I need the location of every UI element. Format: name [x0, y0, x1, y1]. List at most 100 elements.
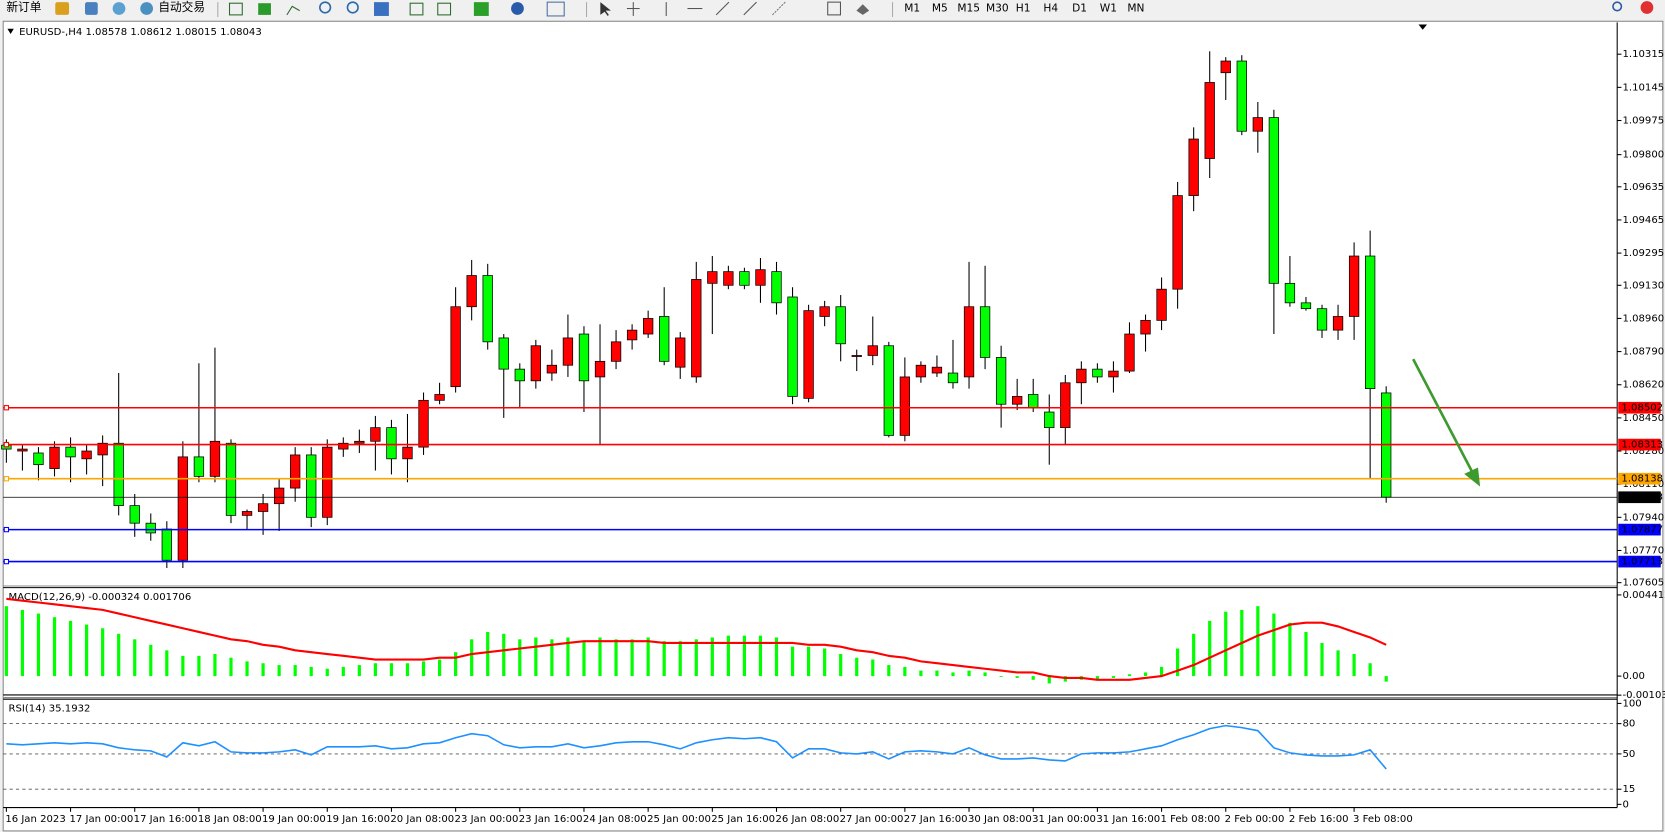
candle-body [963, 306, 975, 378]
rsi-title: RSI(14) 35.1932 [9, 704, 91, 715]
macd-bar [1208, 620, 1212, 677]
main-chart-title: EURUSD-,H4 1.08578 1.08612 1.08015 1.080… [19, 27, 262, 38]
candle-body [273, 487, 285, 505]
macd-bar [293, 665, 297, 677]
macd-bar [1320, 642, 1324, 677]
price-level-label: 1.07713 [1621, 557, 1663, 568]
macd-bar [534, 637, 538, 677]
candle-body [81, 450, 92, 460]
y-tick-label: 80 [1622, 719, 1635, 730]
y-tick-label: 15 [1622, 784, 1635, 795]
macd-bar [309, 666, 313, 677]
y-tick-label: 1.08110 [1622, 479, 1664, 490]
candle-body [819, 306, 830, 317]
channel-tool[interactable] [743, 1, 757, 16]
x-tick-label: 16 Jan 2023 [5, 814, 65, 825]
price-level-handle [3, 558, 10, 565]
notifications[interactable] [1640, 1, 1654, 14]
trendline-tool[interactable] [715, 1, 730, 16]
candle-body [594, 360, 606, 378]
icon[interactable] [228, 2, 243, 16]
x-tick-label: 27 Jan 16:00 [904, 814, 968, 825]
arrow-tool[interactable] [856, 4, 870, 15]
macd-bar [68, 620, 73, 677]
rsi-line [6, 724, 1387, 770]
dropdown[interactable] [7, 28, 14, 35]
y-tick-label: 1.07605 [1622, 578, 1664, 589]
macd-bar [1352, 654, 1356, 677]
icon[interactable] [55, 2, 70, 15]
cursor-tool[interactable] [600, 2, 611, 16]
price-level-tag [1618, 555, 1661, 568]
candle-body [1220, 60, 1231, 74]
icon[interactable] [286, 5, 300, 16]
candle-body [1012, 396, 1023, 405]
icon[interactable] [140, 2, 154, 15]
timeframe-button[interactable]: D1 [1072, 2, 1087, 15]
macd-signal [6, 597, 1387, 681]
icon[interactable] [112, 2, 126, 15]
icon[interactable] [374, 2, 389, 16]
timeframe-button[interactable]: MN [1127, 2, 1144, 15]
plot: 1.10315 1.10145 1.09975 1.09800 1.09635 1.094… [1, 49, 1665, 825]
candle-body [723, 271, 734, 286]
price-level-tag [1618, 472, 1661, 485]
y-tick-label: 1.07770 [1622, 545, 1664, 556]
icon[interactable] [546, 1, 565, 17]
label-tool[interactable] [827, 1, 842, 16]
icon[interactable] [258, 3, 271, 15]
candle-body [482, 275, 493, 343]
auto-trading-button[interactable]: 自动交易 [158, 0, 205, 14]
candle-body [257, 503, 269, 512]
macd-bar [373, 663, 377, 677]
zoom-out[interactable] [346, 1, 359, 14]
macd-bar [662, 641, 666, 677]
macd-bar [582, 641, 586, 677]
icon[interactable] [437, 2, 452, 16]
macd-bar [742, 635, 747, 677]
candle-body [1044, 411, 1055, 429]
icon[interactable] [473, 2, 489, 16]
x-tick-label: 1 Feb 08:00 [1161, 814, 1221, 825]
x-tick-label: 20 Jan 08:00 [390, 814, 454, 825]
candle-body [65, 446, 76, 458]
timeframe-button[interactable]: H1 [1016, 2, 1031, 15]
x-tick-label: 31 Jan 00:00 [1032, 814, 1096, 825]
macd-bar [806, 646, 811, 677]
macd-bar [85, 624, 89, 677]
icon[interactable] [85, 2, 98, 15]
macd-bar [839, 654, 843, 677]
macd-bar [36, 613, 41, 677]
y-tick-label: 1.09130 [1622, 280, 1664, 291]
timeframe-button[interactable]: W1 [1100, 2, 1117, 15]
macd-bar [486, 631, 490, 677]
search[interactable] [1612, 1, 1623, 12]
macd-bar [357, 665, 361, 677]
x-tick-label: 3 Feb 08:00 [1353, 814, 1413, 825]
timeframe-button[interactable]: M30 [986, 2, 1009, 15]
y-tick-label: 100 [1622, 698, 1641, 709]
zoom-in[interactable] [319, 1, 332, 14]
candle-body [707, 271, 718, 284]
y-tick-label: 0 [1622, 799, 1628, 810]
timeframe-button[interactable]: H4 [1043, 2, 1058, 15]
candle-body [883, 345, 894, 436]
y-tick-label: 1.09800 [1622, 150, 1664, 161]
x-tick-label: 23 Jan 16:00 [519, 814, 583, 825]
candle-body [931, 366, 943, 374]
price-level-tag [1618, 523, 1661, 536]
icon[interactable] [409, 2, 424, 16]
macd-bar [165, 650, 169, 677]
y-tick-label: 1.08450 [1622, 413, 1664, 424]
candle-body [835, 306, 846, 345]
macd-bar [454, 652, 458, 677]
macd-bar [149, 644, 153, 677]
macd-bar [20, 609, 25, 677]
timeframe-button[interactable]: M1 [904, 2, 920, 15]
new-order-button[interactable]: 新订单 [6, 0, 41, 14]
timeframe-button[interactable]: M15 [957, 2, 980, 15]
icon[interactable] [511, 2, 524, 15]
last-price-tag [1618, 491, 1661, 504]
candle-body [979, 306, 991, 358]
timeframe-button[interactable]: M5 [932, 2, 948, 15]
